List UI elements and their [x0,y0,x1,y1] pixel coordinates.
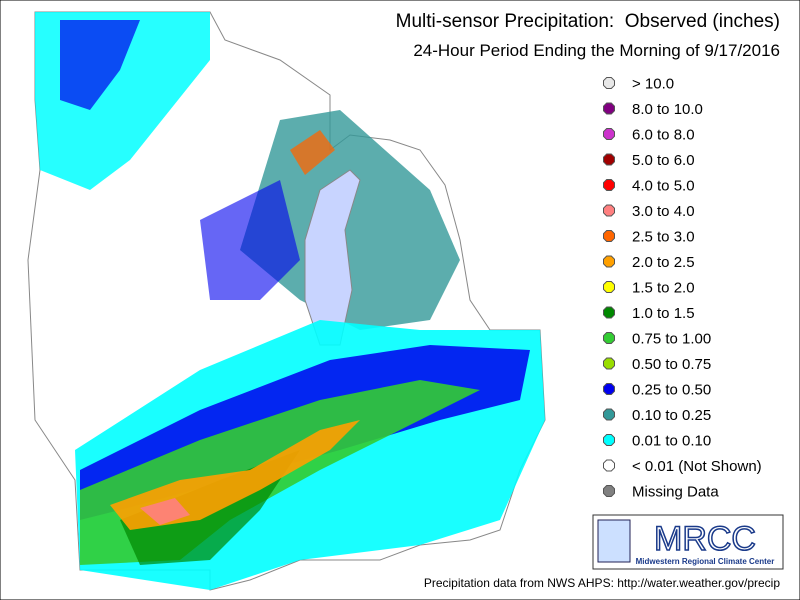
legend-swatch [603,434,615,446]
logo-map-icon [597,519,631,563]
legend-swatch [603,281,615,293]
legend-swatch [603,459,615,472]
legend-swatch [603,255,615,268]
legend: > 10.0 8.0 to 10.0 6.0 to 8.0 5.0 to 6.0 4.0… [603,76,762,501]
legend-swatch [603,383,615,395]
legend-label: 5.0 to 6.0 [632,152,695,169]
legend-swatch [603,485,615,497]
legend-swatch [603,204,615,217]
legend-swatch [603,357,615,370]
legend-label: 6.0 to 8.0 [632,127,695,144]
legend-label: 0.10 to 0.25 [632,407,711,424]
legend-swatch [603,179,615,191]
legend-swatch [603,128,615,140]
precip-wi-blue [200,180,300,300]
legend-swatch [603,230,615,242]
legend-label: 1.5 to 2.0 [632,280,695,297]
legend-label: 2.0 to 2.5 [632,254,695,271]
legend-label: 0.25 to 0.50 [632,382,711,399]
legend-swatch [603,306,615,319]
legend-label: Missing Data [632,484,719,501]
precip-mi-teal [240,110,460,330]
legend-label: < 0.01 (Not Shown) [632,458,762,475]
legend-swatch [603,102,615,115]
map-title: Multi-sensor Precipitation: Observed (in… [396,11,780,32]
legend-label: 0.01 to 0.10 [632,433,711,450]
legend-label: 1.0 to 1.5 [632,305,695,322]
legend-swatch [603,332,615,344]
legend-swatch [603,153,615,166]
map [27,11,546,591]
legend-label: 0.50 to 0.75 [632,356,711,373]
legend-label: 2.5 to 3.0 [632,229,695,246]
legend-swatch [603,408,615,421]
logo: MRCC Midwestern Regional Climate Center [592,514,784,570]
precip-orange-north [290,130,335,175]
legend-label: 8.0 to 10.0 [632,101,703,118]
legend-label: 4.0 to 5.0 [632,178,695,195]
precip-red [140,498,190,525]
legend-label: > 10.0 [632,76,674,93]
legend-swatch [603,77,615,89]
map-subtitle: 24-Hour Period Ending the Morning of 9/1… [413,41,780,60]
legend-label: 0.75 to 1.00 [632,331,711,348]
logo-subtitle: Midwestern Regional Climate Center [636,557,775,566]
footer-credit: Precipitation data from NWS AHPS: http:/… [424,576,780,590]
logo-text: MRCC [654,520,756,558]
lake-michigan [304,169,361,346]
precip-north-blue [60,20,140,110]
legend-label: 3.0 to 4.0 [632,203,695,220]
